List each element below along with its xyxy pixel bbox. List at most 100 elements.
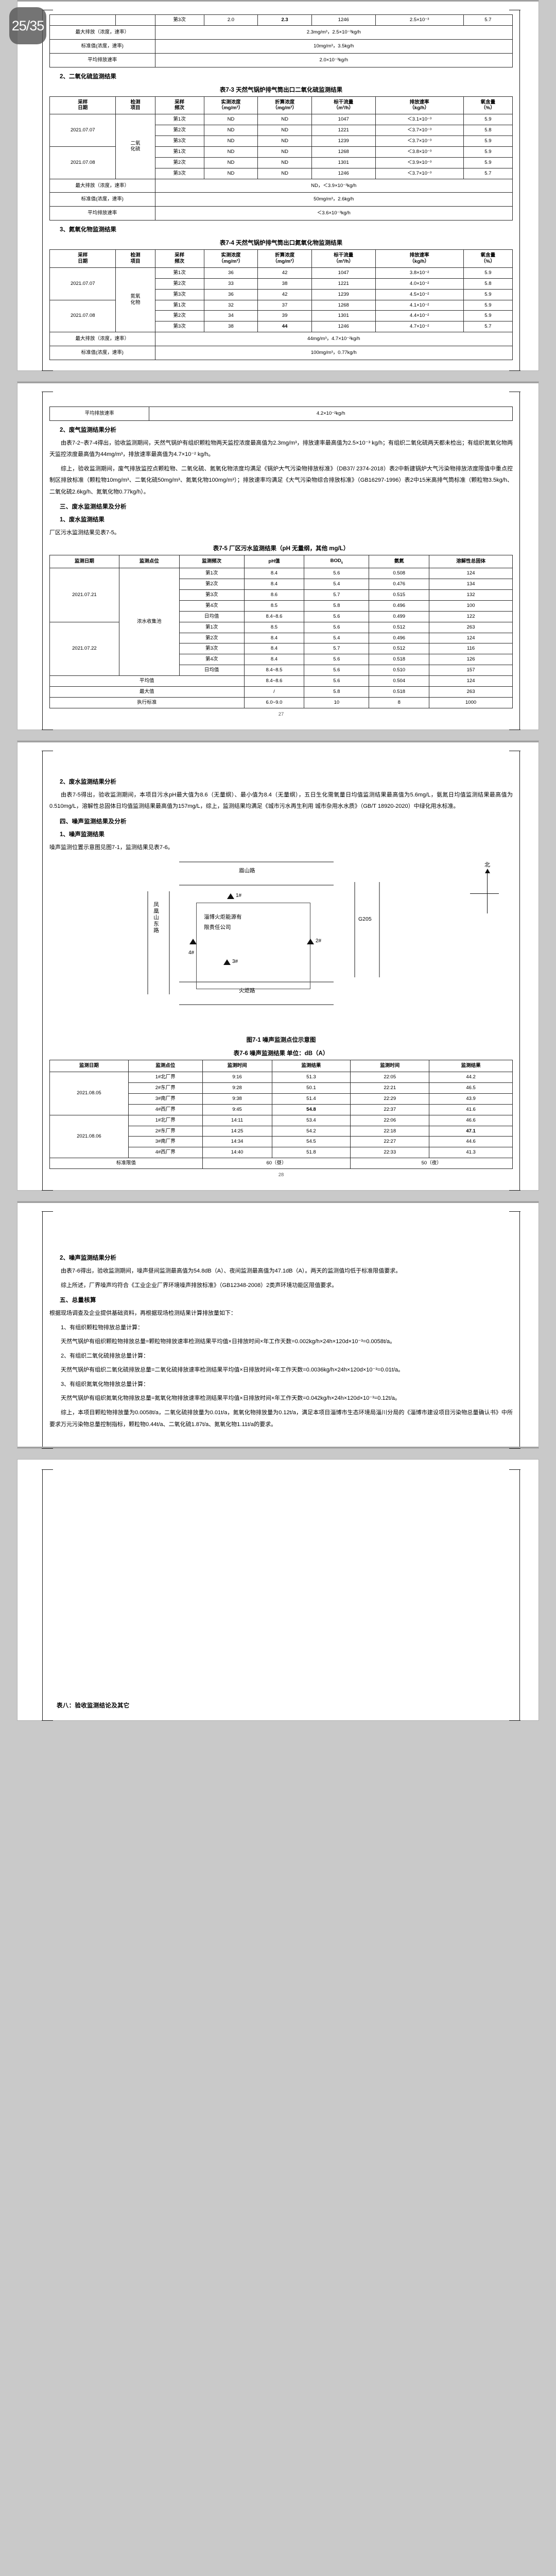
table-row: 第3次 2.0 2.3 1246 2.5×10⁻³ 5.7 xyxy=(49,14,513,26)
converted-cell: ND xyxy=(257,167,312,179)
flow-cell: 1221 xyxy=(311,125,376,136)
result-day-cell: 54.2 xyxy=(271,1125,351,1137)
freq-cell: 第2次 xyxy=(179,632,245,644)
monitor-point-label-1: 1# xyxy=(236,893,242,899)
freq-cell: 第3次 xyxy=(179,643,245,655)
measured-cell: ND xyxy=(203,135,258,147)
measured-cell: ND xyxy=(203,146,258,158)
value-standard: 50mg/m³，2.6kg/h xyxy=(154,192,513,207)
heading-total-item-2: 2、有组织二氧化硫排放总量计算： xyxy=(61,1352,149,1359)
road-line-left-b xyxy=(169,891,170,995)
measured-cell: ND xyxy=(203,114,258,126)
heading-nox-results: 3、氮氧化物监测结果 xyxy=(60,227,116,233)
caption-table-7-5: 表7-5 厂区污水监测结果（pH 无量纲，其他 mg/L） xyxy=(213,546,350,552)
result-night-cell: 44.2 xyxy=(429,1072,513,1083)
freq-cell: 第2次 xyxy=(154,278,204,290)
tds-cell: 124 xyxy=(429,675,513,687)
bod-cell: 5.6 xyxy=(304,621,370,633)
bod-cell: 5.8 xyxy=(304,686,370,698)
heading-next-form: 表八：验收监测结论及其它 xyxy=(57,1703,130,1709)
row-label-avg-rate: 平均排放速率 xyxy=(49,206,155,221)
flow-cell: 1239 xyxy=(311,135,376,147)
table-row: 第2次 8.4 5.4 0.476 134 xyxy=(50,579,513,590)
corner-mark-bottom-right xyxy=(509,724,520,730)
rate-cell: 4.1×10⁻² xyxy=(375,299,464,311)
road-line-top-a xyxy=(179,861,334,863)
bod-cell: 10 xyxy=(304,697,370,708)
tds-cell: 132 xyxy=(429,589,513,601)
table-row: 2021.07.22 第1次 8.5 5.6 0.512 263 xyxy=(49,621,513,676)
table-row: 2021.08.06 1#北厂界 14:11 53.4 22:06 46.6 xyxy=(49,1114,513,1159)
document-page-5: 表八：验收监测结论及其它 xyxy=(18,1460,538,1721)
rate-cell: 2.5×10⁻³ xyxy=(375,14,464,26)
table-row: 2#东厂界 14:25 54.2 22:18 47.1 xyxy=(50,1125,513,1137)
converted-cell: 37 xyxy=(257,299,312,311)
table-row: 2#东厂界 9:28 50.1 22:21 46.5 xyxy=(50,1082,513,1094)
col-sample-freq: 采样 频次 xyxy=(154,249,204,268)
table-row: 日均值 8.4~8.6 5.6 0.499 122 xyxy=(50,611,513,622)
freq-cell: 第4次 xyxy=(179,654,245,666)
point-cell: 3#南厂界 xyxy=(128,1093,203,1105)
road-label-g205: G205 xyxy=(358,916,372,923)
col-sample-freq: 采样 频次 xyxy=(154,96,204,115)
freq-cell: 第1次 xyxy=(154,146,204,158)
heading-total-item-1: 1、有组织颗粒物排放总量计算： xyxy=(61,1324,144,1331)
time-day-cell: 14:25 xyxy=(202,1125,272,1137)
corner-mark-bottom-left xyxy=(42,724,53,730)
col-ammonia: 氨氮 xyxy=(369,555,430,569)
table-row: 第2次 ND ND 1301 ＜3.9×10⁻³ 5.9 xyxy=(50,157,513,168)
col-tds: 溶解性总固体 xyxy=(429,555,513,569)
result-day-cell: 51.8 xyxy=(271,1147,351,1159)
col-sample-date: 采样 日期 xyxy=(49,249,116,268)
measured-cell: ND xyxy=(203,157,258,168)
date-cell: 2021.07.21 xyxy=(49,568,119,622)
heading-wastewater-results: 1、废水监测结果 xyxy=(60,517,105,523)
nh3-cell: 0.508 xyxy=(369,568,430,580)
limit-night-cell: 50（夜） xyxy=(350,1158,513,1170)
measured-cell: ND xyxy=(203,167,258,179)
value-standard: 100mg/m³，0.77kg/h xyxy=(154,346,513,360)
flow-cell: 1239 xyxy=(311,289,376,300)
freq-cell: 第2次 xyxy=(154,125,204,136)
paragraph-wastewater-intro: 厂区污水监测结果见表7-5。 xyxy=(49,530,120,536)
date-cell: 2021.07.08 xyxy=(49,146,116,179)
flow-cell: 1047 xyxy=(311,267,376,279)
tds-cell: 122 xyxy=(429,611,513,622)
blank-area xyxy=(49,1475,513,1697)
freq-cell: 日均值 xyxy=(179,611,245,622)
tds-cell: 124 xyxy=(429,632,513,644)
converted-cell: ND xyxy=(257,157,312,168)
bod-cell: 5.6 xyxy=(304,665,370,676)
document-page-4: 2、噪声监测结果分析 由表7-6得出，验收监测期间，噪声昼间监测最高值为54.8… xyxy=(18,1201,538,1449)
freq-cell: 第3次 xyxy=(154,14,204,26)
nh3-cell: 0.512 xyxy=(369,643,430,655)
col-monitor-time-day: 监测时间 xyxy=(202,1060,272,1073)
paragraph-total-item-3: 天然气锅炉有组织氮氧化物排放总量=氮氧化物排放速率检测结果平均值×日排放时间×年… xyxy=(61,1395,401,1402)
oxygen-cell: 5.9 xyxy=(463,135,513,147)
monitor-point-marker-2 xyxy=(307,939,314,945)
item-cell: 二氧 化硫 xyxy=(115,114,155,179)
oxygen-cell: 5.9 xyxy=(463,157,513,168)
col-std-dry-flow: 标干流量 （m³/h） xyxy=(311,249,376,268)
bod-cell: 5.6 xyxy=(304,568,370,580)
row-label-maximum: 最大值 xyxy=(49,686,245,698)
ph-cell: 8.6 xyxy=(244,589,305,601)
road-line-right-a xyxy=(354,882,355,978)
table-row-maximum: 最大值 / 5.8 0.518 263 xyxy=(49,686,513,698)
rate-cell: ＜3.7×10⁻³ xyxy=(375,125,464,136)
table-7-2-tail: 第3次 2.0 2.3 1246 2.5×10⁻³ 5.7 最大排放（浓度，速率… xyxy=(49,14,513,67)
date-cell: 2021.07.07 xyxy=(49,114,116,147)
tds-cell: 263 xyxy=(429,686,513,698)
oxygen-cell: 5.9 xyxy=(463,299,513,311)
paragraph-total-intro: 根据现场调查及企业提供基础资料，再根据现场检测结果计算排放量如下： xyxy=(49,1310,236,1317)
paragraph-total-item-2: 天然气锅炉有组织二氧化硫排放总量=二氧化硫排放速率检测结果平均值×日排放时间×年… xyxy=(61,1367,404,1374)
converted-cell: ND xyxy=(257,125,312,136)
table-row-exec-standard: 执行标准 6.0~9.0 10 8 1000 xyxy=(49,697,513,708)
table-row-avg-rate: 平均排放速率 2.0×10⁻³kg/h xyxy=(49,53,513,67)
monitor-point-marker-3 xyxy=(223,959,231,965)
paragraph-air-analysis-1: 由表7-2~表7-4得出，验收监测期间，天然气锅炉有组织颗粒物两天监控浓度最高值… xyxy=(49,439,513,458)
heading-wastewater-section: 三、废水监测结果及分析 xyxy=(60,504,127,511)
table-row-average: 平均值 8.4~8.6 5.6 0.504 124 xyxy=(49,675,513,687)
table-7-5-wastewater: 监测日期 监测点位 监测频次 pH值 BOD5 氨氮 溶解性总固体 2021.0… xyxy=(49,555,513,708)
oxygen-cell: 5.7 xyxy=(463,167,513,179)
